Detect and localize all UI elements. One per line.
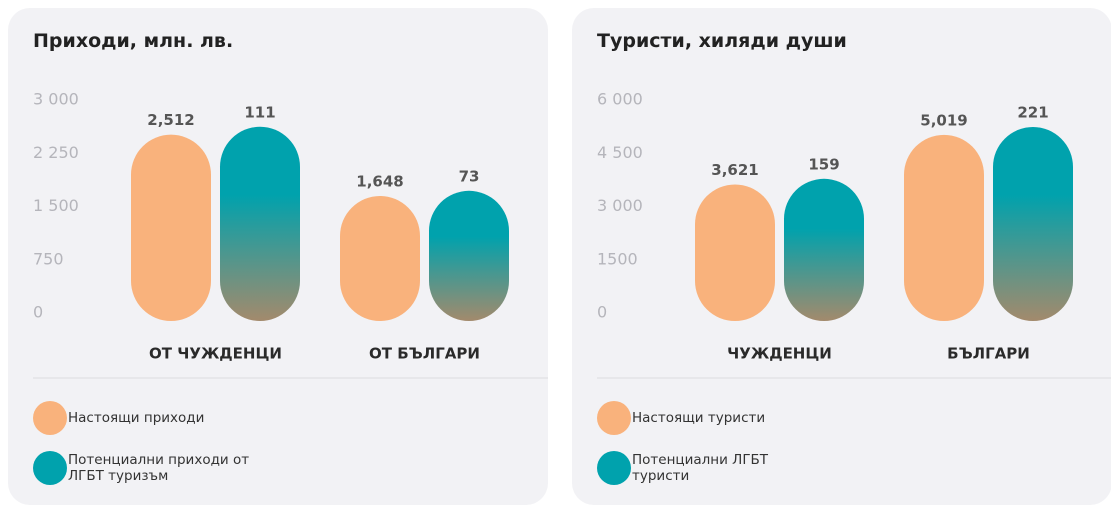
x-tick-label: ОТ ЧУЖДЕНЦИ (149, 345, 282, 363)
value-label: 111 (244, 103, 275, 121)
x-tick-label: БЪЛГАРИ (947, 345, 1030, 363)
bar (904, 134, 984, 321)
chart-card: Туристи, хиляди души 0 1500 3 000 4 500 6 000… (572, 8, 1111, 505)
chart: 0 1500 3 000 4 500 6 000 3,621 159 ЧУЖДЕНЦИ 5,01… (597, 90, 1111, 485)
y-tick-label: 0 (597, 303, 607, 322)
y-tick-label: 3 000 (33, 90, 79, 109)
legend-label: Потенциални приходи от ЛГБТ туризъм (68, 452, 250, 484)
y-tick-label: 4 500 (597, 143, 643, 162)
y-tick-label: 1 500 (33, 196, 79, 215)
x-tick-label: ОТ БЪЛГАРИ (369, 345, 480, 363)
x-tick-label: ЧУЖДЕНЦИ (727, 345, 832, 363)
legend-swatch (33, 451, 67, 485)
legend-label: Настоящи туристи (632, 410, 766, 426)
value-label: 1,648 (356, 172, 403, 190)
bar (784, 178, 864, 321)
y-tick-label: 3 000 (597, 196, 643, 215)
value-label: 2,512 (147, 111, 194, 129)
bar (993, 126, 1073, 321)
chart-title: Приходи, млн. лв. (33, 30, 234, 52)
value-label: 3,621 (711, 161, 758, 179)
y-tick-label: 6 000 (597, 90, 643, 109)
legend-label: Потенциални ЛГБТ туристи (632, 452, 769, 484)
legend-swatch (33, 401, 67, 435)
y-tick-label: 0 (33, 303, 43, 322)
value-label: 221 (1017, 103, 1048, 121)
legend-swatch (597, 451, 631, 485)
value-label: 5,019 (920, 111, 967, 129)
y-tick-label: 750 (33, 249, 64, 268)
chart-card: Приходи, млн. лв. 0 750 1 500 2 250 3 000 2,51… (8, 8, 548, 505)
y-tick-label: 2 250 (33, 143, 79, 162)
chart: 0 750 1 500 2 250 3 000 2,512 111 ОТ ЧУЖДЕНЦИ 1,… (33, 90, 548, 485)
value-label: 159 (808, 155, 839, 173)
value-label: 73 (459, 167, 480, 185)
chart-title: Туристи, хиляди души (597, 30, 847, 52)
bar (220, 126, 300, 321)
bar (429, 190, 509, 321)
legend-label: Настоящи приходи (68, 410, 205, 426)
bar (131, 134, 211, 321)
legend-swatch (597, 401, 631, 435)
bar (695, 184, 775, 321)
y-tick-label: 1500 (597, 249, 638, 268)
bar (340, 195, 420, 321)
